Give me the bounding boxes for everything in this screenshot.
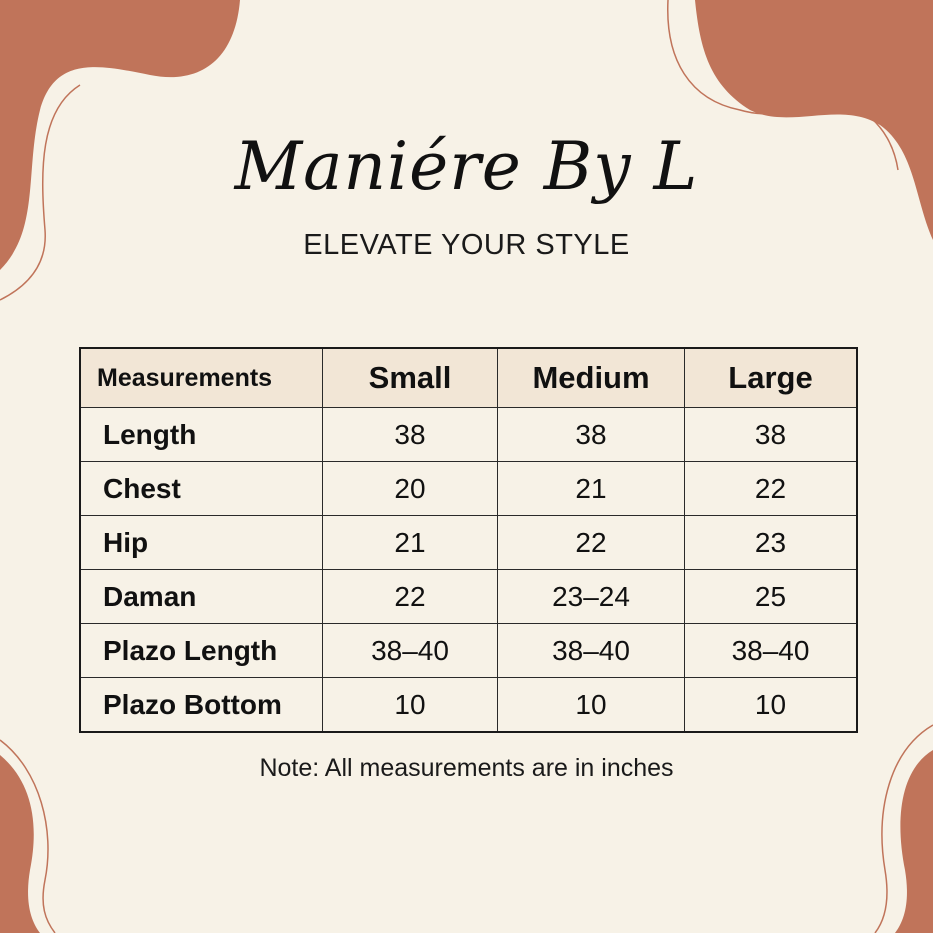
header-small: Small bbox=[322, 347, 498, 408]
cell: 22 bbox=[497, 515, 685, 570]
table-row: Daman 22 23–24 25 bbox=[79, 569, 858, 624]
table-row: Plazo Bottom 10 10 10 bbox=[79, 677, 858, 733]
cell: 38–40 bbox=[497, 623, 685, 678]
corner-blob-bottom-left bbox=[0, 755, 40, 933]
header-measurements: Measurements bbox=[79, 347, 323, 408]
row-label: Length bbox=[79, 407, 323, 462]
cell: 23–24 bbox=[497, 569, 685, 624]
row-label: Plazo Bottom bbox=[79, 677, 323, 733]
brand-title: Maniére By L bbox=[234, 128, 699, 205]
cell: 38 bbox=[322, 407, 498, 462]
corner-line-bottom-left bbox=[0, 739, 56, 933]
table-row: Plazo Length 38–40 38–40 38–40 bbox=[79, 623, 858, 678]
cell: 22 bbox=[322, 569, 498, 624]
row-label: Daman bbox=[79, 569, 323, 624]
cell: 20 bbox=[322, 461, 498, 516]
row-label: Plazo Length bbox=[79, 623, 323, 678]
corner-blob-top-left bbox=[0, 0, 240, 270]
corner-line-top-right bbox=[667, 0, 899, 171]
row-label: Chest bbox=[79, 461, 323, 516]
cell: 10 bbox=[322, 677, 498, 733]
cell: 21 bbox=[322, 515, 498, 570]
table-header-row: Measurements Small Medium Large bbox=[79, 347, 858, 408]
corner-blob-bottom-right bbox=[895, 750, 933, 933]
cell: 21 bbox=[497, 461, 685, 516]
cell: 23 bbox=[684, 515, 858, 570]
header-medium: Medium bbox=[497, 347, 685, 408]
cell: 22 bbox=[684, 461, 858, 516]
cell: 38 bbox=[497, 407, 685, 462]
cell: 10 bbox=[497, 677, 685, 733]
corner-line-bottom-right bbox=[874, 724, 933, 933]
brand-tagline: ELEVATE YOUR STYLE bbox=[303, 229, 630, 261]
size-chart-table: Measurements Small Medium Large Length 38… bbox=[79, 347, 858, 733]
cell: 38 bbox=[684, 407, 858, 462]
row-label: Hip bbox=[79, 515, 323, 570]
cell: 25 bbox=[684, 569, 858, 624]
cell: 38–40 bbox=[684, 623, 858, 678]
cell: 10 bbox=[684, 677, 858, 733]
table-row: Length 38 38 38 bbox=[79, 407, 858, 462]
cell: 38–40 bbox=[322, 623, 498, 678]
header-large: Large bbox=[684, 347, 858, 408]
table-row: Hip 21 22 23 bbox=[79, 515, 858, 570]
table-row: Chest 20 21 22 bbox=[79, 461, 858, 516]
corner-blob-top-right bbox=[695, 0, 933, 240]
corner-line-top-left bbox=[0, 84, 81, 301]
measurement-note: Note: All measurements are in inches bbox=[259, 754, 674, 782]
